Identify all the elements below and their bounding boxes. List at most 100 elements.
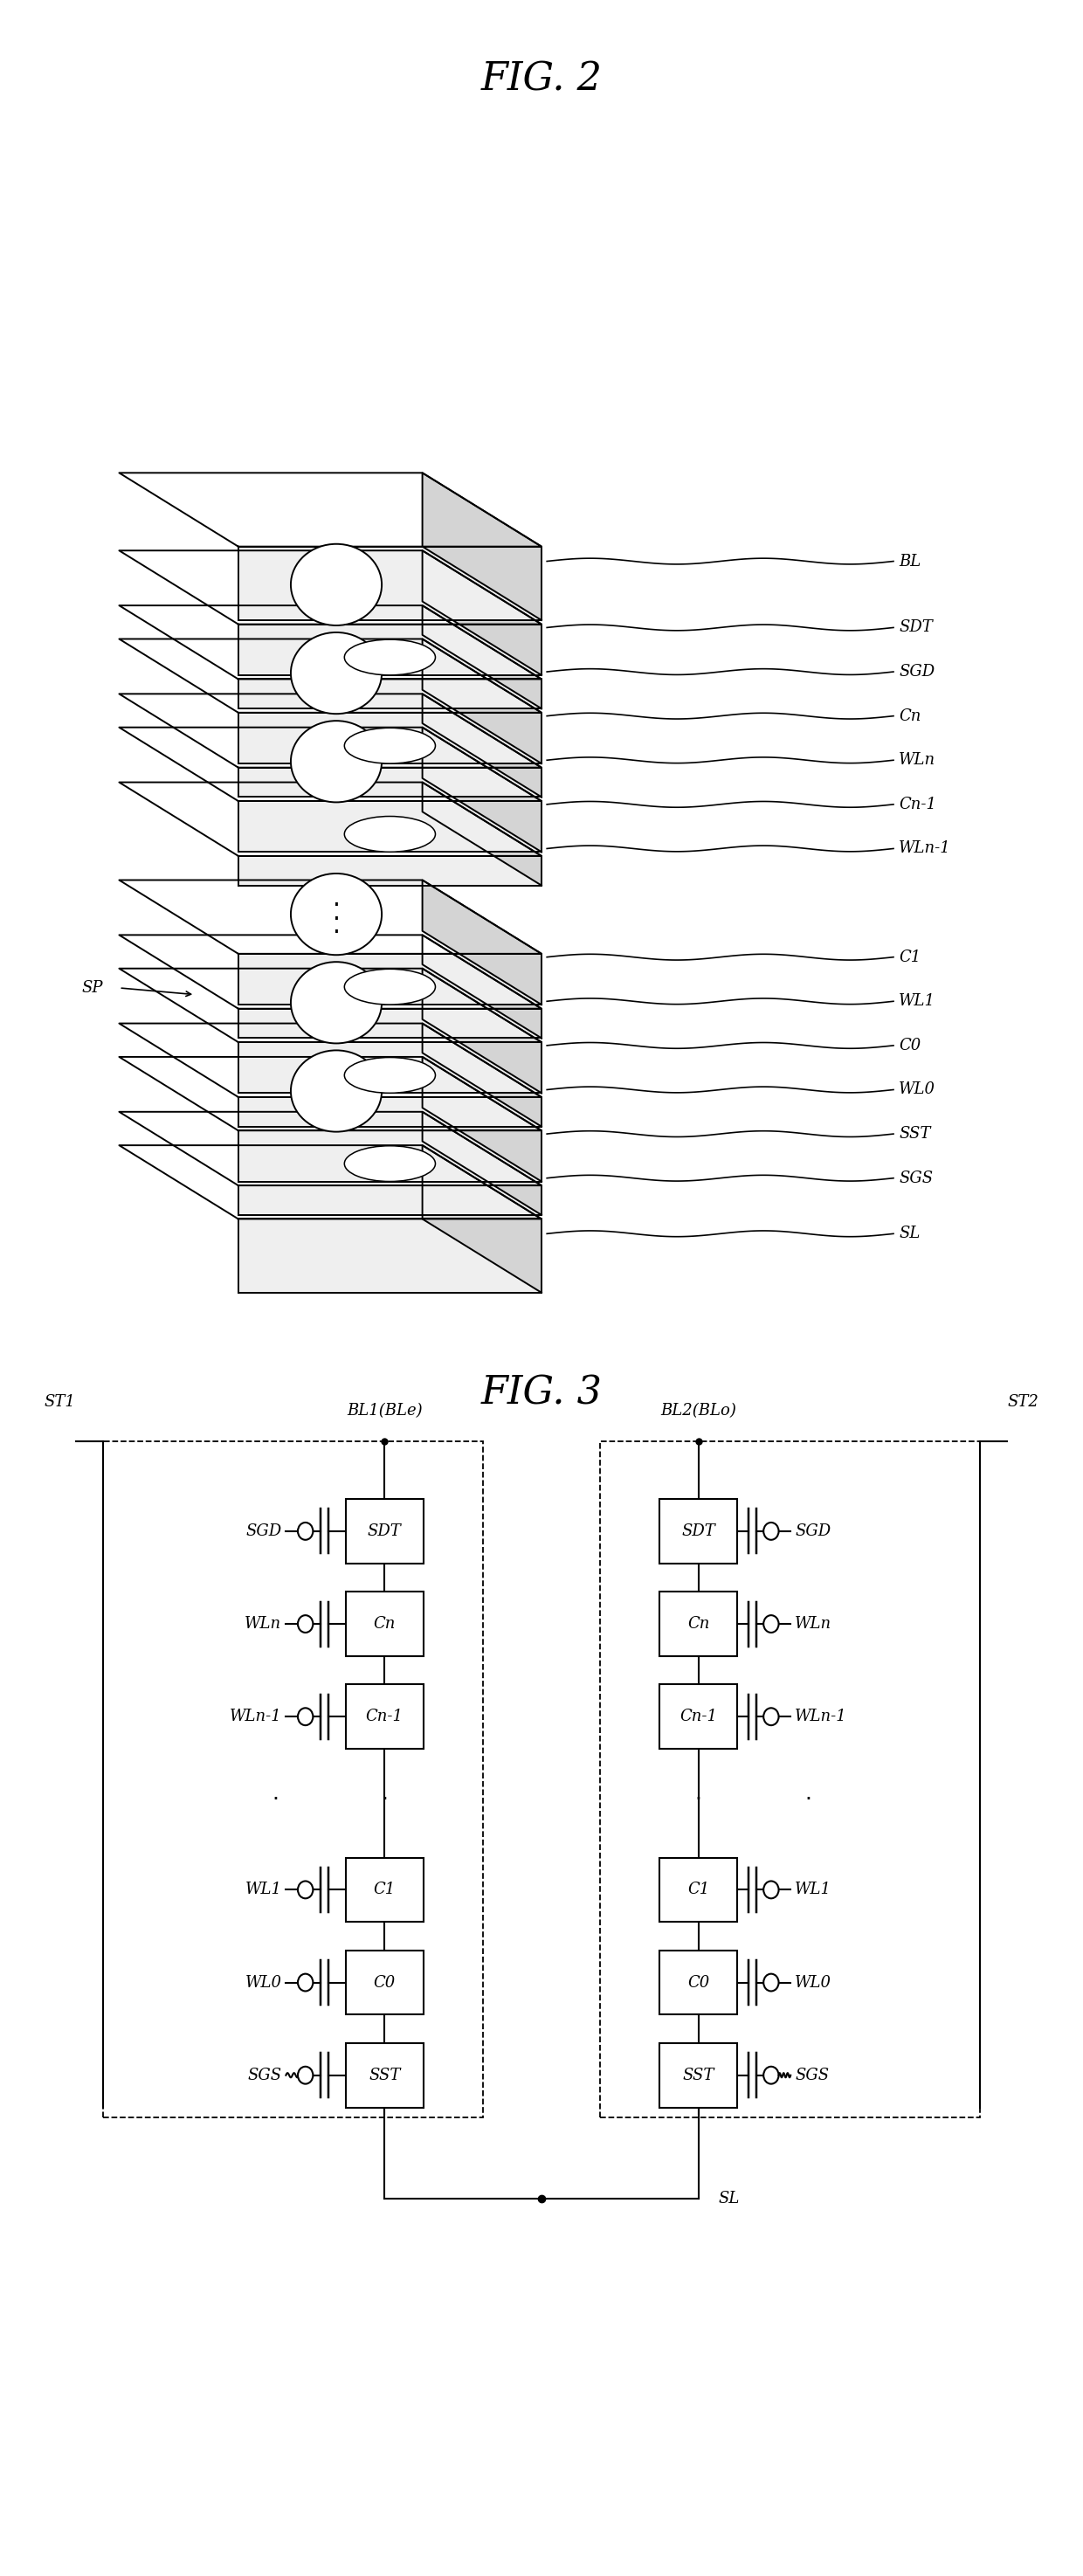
Text: Cn: Cn: [374, 1615, 395, 1631]
Polygon shape: [119, 639, 542, 714]
Polygon shape: [422, 969, 542, 1092]
Ellipse shape: [344, 639, 435, 675]
Polygon shape: [422, 605, 542, 708]
Bar: [345, 1950, 423, 2014]
Bar: [660, 1685, 738, 1749]
Text: ·: ·: [805, 1788, 811, 1811]
Text: FIG. 2: FIG. 2: [481, 59, 602, 98]
Bar: [345, 2043, 423, 2107]
Text: C0: C0: [374, 1976, 395, 1991]
Polygon shape: [422, 1146, 542, 1293]
Polygon shape: [238, 714, 542, 762]
Text: WL0: WL0: [245, 1976, 282, 1991]
Polygon shape: [119, 935, 542, 1010]
Text: BL1(BLe): BL1(BLe): [347, 1404, 422, 1419]
Ellipse shape: [290, 721, 381, 801]
Polygon shape: [119, 1146, 542, 1218]
Polygon shape: [119, 969, 542, 1043]
Polygon shape: [238, 1131, 542, 1182]
Polygon shape: [238, 623, 542, 675]
Ellipse shape: [344, 817, 435, 853]
Polygon shape: [422, 783, 542, 886]
Polygon shape: [238, 855, 542, 886]
Polygon shape: [119, 551, 542, 623]
Polygon shape: [119, 605, 542, 680]
Polygon shape: [119, 783, 542, 855]
Circle shape: [764, 1880, 779, 1899]
Polygon shape: [119, 726, 542, 801]
Text: SDT: SDT: [681, 1522, 716, 1538]
Text: C0: C0: [688, 1976, 709, 1991]
Bar: [345, 1592, 423, 1656]
Text: WL1: WL1: [795, 1883, 832, 1899]
Text: WL1: WL1: [899, 994, 936, 1010]
Polygon shape: [119, 1056, 542, 1131]
Text: WL0: WL0: [899, 1082, 936, 1097]
Ellipse shape: [290, 631, 381, 714]
Polygon shape: [422, 935, 542, 1038]
Bar: [345, 1857, 423, 1922]
Circle shape: [764, 1708, 779, 1726]
Text: Cn-1: Cn-1: [680, 1708, 717, 1723]
Text: SGD: SGD: [795, 1522, 831, 1538]
Text: WLn-1: WLn-1: [899, 840, 951, 855]
Polygon shape: [119, 881, 542, 953]
Text: WLn: WLn: [245, 1615, 282, 1631]
Text: ·: ·: [332, 907, 340, 933]
Ellipse shape: [344, 1146, 435, 1182]
Text: SGD: SGD: [899, 665, 935, 680]
Ellipse shape: [290, 873, 381, 956]
Bar: [103, 1440, 483, 2117]
Text: WLn: WLn: [899, 752, 936, 768]
Circle shape: [764, 1973, 779, 1991]
Polygon shape: [422, 639, 542, 762]
Text: SGD: SGD: [246, 1522, 282, 1538]
Text: SGS: SGS: [899, 1170, 934, 1185]
Circle shape: [298, 1973, 313, 1991]
Circle shape: [298, 2066, 313, 2084]
Text: FIG. 3: FIG. 3: [481, 1373, 602, 1412]
Text: WLn: WLn: [795, 1615, 832, 1631]
Circle shape: [298, 1615, 313, 1633]
Text: C0: C0: [899, 1038, 921, 1054]
Polygon shape: [238, 1218, 542, 1293]
Text: WL0: WL0: [795, 1976, 832, 1991]
Polygon shape: [238, 801, 542, 853]
Text: C1: C1: [374, 1883, 395, 1899]
Text: Cn: Cn: [688, 1615, 709, 1631]
Polygon shape: [422, 474, 542, 621]
Polygon shape: [422, 1113, 542, 1216]
Polygon shape: [238, 1010, 542, 1038]
Ellipse shape: [344, 969, 435, 1005]
Polygon shape: [422, 551, 542, 675]
Text: SP: SP: [81, 979, 103, 997]
Bar: [660, 1592, 738, 1656]
Text: SST: SST: [682, 2069, 715, 2084]
Text: BL2(BLo): BL2(BLo): [661, 1404, 736, 1419]
Polygon shape: [422, 693, 542, 796]
Text: ·: ·: [381, 1788, 388, 1811]
Ellipse shape: [344, 1056, 435, 1092]
Polygon shape: [238, 680, 542, 708]
Text: ·: ·: [695, 1788, 702, 1811]
Circle shape: [298, 1522, 313, 1540]
Polygon shape: [422, 881, 542, 1005]
Polygon shape: [119, 1113, 542, 1185]
Polygon shape: [119, 474, 542, 546]
Text: C1: C1: [899, 948, 921, 966]
Text: SL: SL: [899, 1226, 921, 1242]
Text: C1: C1: [688, 1883, 709, 1899]
Circle shape: [764, 2066, 779, 2084]
Circle shape: [298, 1708, 313, 1726]
Ellipse shape: [290, 961, 381, 1043]
Polygon shape: [238, 953, 542, 1005]
Ellipse shape: [290, 544, 381, 626]
Text: WL1: WL1: [245, 1883, 282, 1899]
Text: Cn-1: Cn-1: [366, 1708, 403, 1723]
Text: WLn-1: WLn-1: [230, 1708, 282, 1723]
Bar: [660, 1950, 738, 2014]
Polygon shape: [119, 693, 542, 768]
Bar: [660, 2043, 738, 2107]
Text: BL: BL: [899, 554, 921, 569]
Bar: [345, 1499, 423, 1564]
